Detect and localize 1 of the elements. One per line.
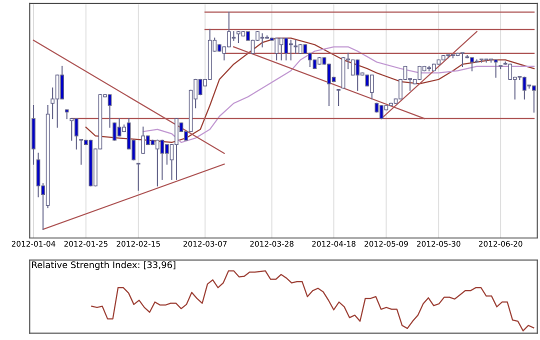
chart-title: Relative Strength Index: [33,96] — [32, 261, 176, 270]
